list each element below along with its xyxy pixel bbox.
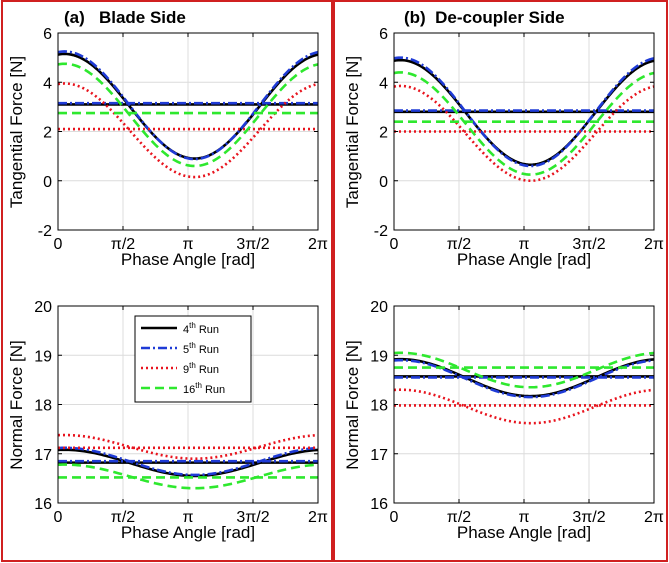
legend-label: 16th Run [183, 381, 225, 396]
x-tick-label: 3π/2 [236, 236, 269, 253]
y-tick-label: 20 [34, 299, 52, 316]
y-tick-label: 6 [43, 26, 52, 43]
legend-label: 9th Run [183, 361, 219, 376]
series-line [394, 71, 654, 176]
y-tick-label: 0 [43, 174, 52, 191]
y-tick-label: 2 [43, 125, 52, 142]
series-group [394, 56, 654, 183]
x-tick-label: 0 [390, 509, 399, 526]
x-tick-label: π [518, 509, 529, 526]
y-tick-label: 4 [379, 75, 388, 92]
y-tick-label: 18 [370, 398, 388, 415]
x-axis-label: Phase Angle [rad] [121, 523, 255, 542]
legend: 4th Run 5th Run 9th Run 16th Run [134, 315, 252, 403]
series-line [58, 433, 318, 460]
legend-box [134, 315, 252, 403]
y-tick-label: 0 [379, 174, 388, 191]
y-tick-label: 4 [43, 75, 52, 92]
right-panel-frame [333, 0, 668, 562]
x-tick-label: π [182, 509, 193, 526]
x-tick-label: π [182, 236, 193, 253]
legend-label: 4th Run [183, 321, 219, 336]
y-tick-label: 16 [370, 496, 388, 513]
x-tick-label: π/2 [447, 509, 471, 526]
series-line [394, 84, 654, 183]
series-line [58, 448, 318, 478]
y-axis-label: Tangential Force [N] [7, 56, 26, 208]
y-tick-label: 6 [379, 26, 388, 43]
x-tick-label: π/2 [447, 236, 471, 253]
x-tick-label: 2π [308, 509, 328, 526]
x-tick-label: π/2 [111, 236, 135, 253]
y-axis-label: Normal Force [N] [343, 340, 362, 469]
series-line [58, 463, 318, 490]
y-tick-label: 16 [34, 496, 52, 513]
series-group [58, 50, 318, 179]
series-group [394, 351, 654, 425]
y-tick-label: 19 [370, 348, 388, 365]
chart-panel-c: 0 π/2 π 3π/2 2π 16 17 18 19 20 Phase Angle [rad] No… [7, 299, 328, 542]
x-tick-label: 2π [644, 236, 664, 253]
panel-title: (a) Blade Side [64, 8, 186, 27]
y-tick-label: 19 [34, 348, 52, 365]
left-panel-frame [1, 0, 333, 562]
series-line [394, 56, 654, 168]
x-tick-label: 3π/2 [236, 509, 269, 526]
x-tick-label: 0 [54, 236, 63, 253]
chart-panel-d: 0 π/2 π 3π/2 2π 16 17 18 19 20 Phase Angle [rad] No… [343, 299, 664, 542]
y-tick-label: 20 [370, 299, 388, 316]
x-tick-label: 2π [308, 236, 328, 253]
series-line [394, 351, 654, 389]
series-line [394, 388, 654, 425]
x-tick-label: π [518, 236, 529, 253]
series-line [58, 62, 318, 168]
y-tick-label: 18 [34, 398, 52, 415]
x-axis-label: Phase Angle [rad] [457, 523, 591, 542]
legend-label: 5th Run [183, 341, 219, 356]
x-tick-label: 3π/2 [572, 236, 605, 253]
x-tick-label: 3π/2 [572, 509, 605, 526]
y-tick-label: -2 [38, 223, 52, 240]
y-tick-label: 2 [379, 125, 388, 142]
x-tick-label: 2π [644, 509, 664, 526]
y-tick-label: 17 [34, 447, 52, 464]
x-tick-label: 0 [390, 236, 399, 253]
x-tick-label: π/2 [111, 509, 135, 526]
y-axis-label: Tangential Force [N] [343, 56, 362, 208]
series-line [394, 358, 654, 399]
series-line [58, 446, 318, 477]
y-axis-label: Normal Force [N] [7, 340, 26, 469]
panel-title: (b) De-coupler Side [404, 8, 565, 27]
series-line [58, 50, 318, 161]
x-axis-label: Phase Angle [rad] [457, 250, 591, 269]
series-group [58, 433, 318, 490]
y-tick-label: -2 [374, 223, 388, 240]
x-axis-label: Phase Angle [rad] [121, 250, 255, 269]
y-tick-label: 17 [370, 447, 388, 464]
x-tick-label: 0 [54, 509, 63, 526]
